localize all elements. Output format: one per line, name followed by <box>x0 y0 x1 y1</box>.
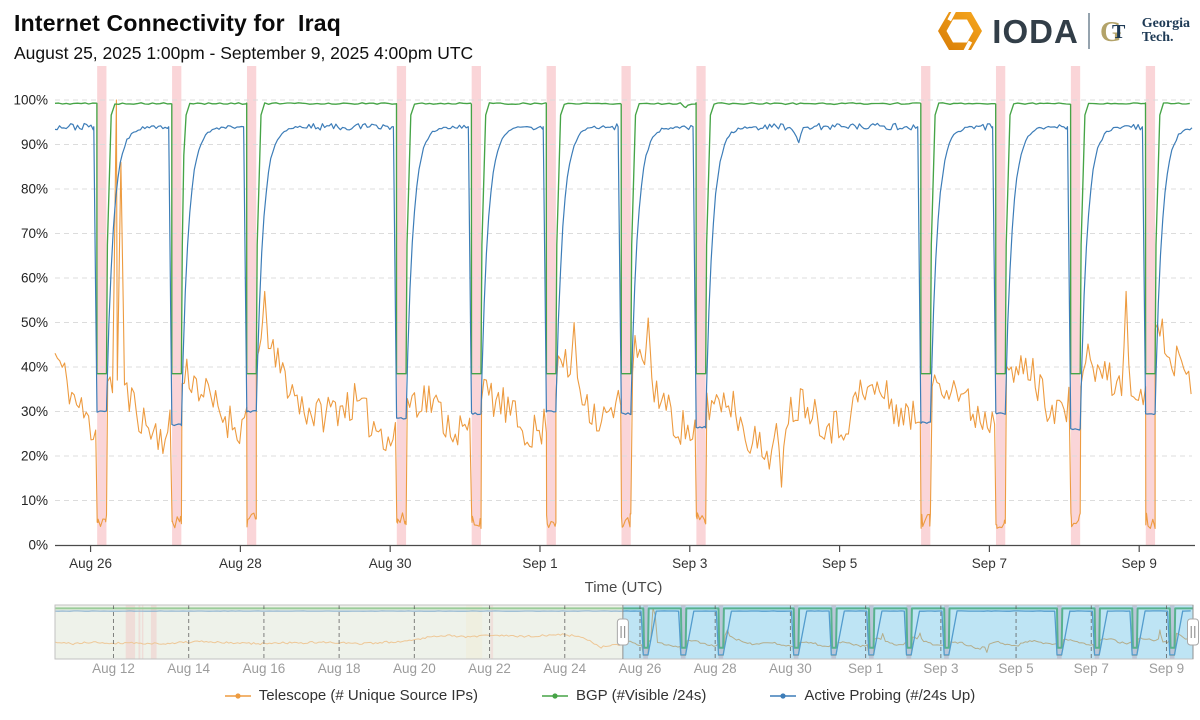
gt-logo-text: Georgia Tech. <box>1141 15 1190 45</box>
y-tick-label: 20% <box>21 449 48 464</box>
x-tick-label: Aug 28 <box>219 556 262 571</box>
nav-bgp-line <box>55 607 1193 649</box>
y-tick-label: 90% <box>21 137 48 152</box>
x-axis-title: Time (UTC) <box>585 579 663 596</box>
nav-tick-label: Aug 20 <box>393 661 436 676</box>
y-axis-labels: 0% 10% 20% 30% 40% 50% 60% 70% 80% 90% 100% <box>13 93 48 553</box>
outage-band <box>546 66 556 545</box>
chart-legend: Telescope (# Unique Source IPs) BGP (#Vis… <box>0 687 1200 704</box>
outage-band <box>1070 66 1081 545</box>
logo-group: IODA G T Georgia Tech. <box>937 8 1190 54</box>
nav-outage-band <box>831 605 836 659</box>
outage-band <box>396 66 407 545</box>
nav-outage-band <box>868 605 874 659</box>
georgia-tech-logo: G T Georgia Tech. <box>1099 16 1190 46</box>
legend-item-telescope[interactable]: Telescope (# Unique Source IPs) <box>224 687 478 704</box>
y-tick-label: 100% <box>13 93 48 108</box>
nav-tick-label: Aug 18 <box>318 661 361 676</box>
legend-label: Active Probing (#/24s Up) <box>804 687 976 704</box>
nav-tick-label: Aug 30 <box>769 661 812 676</box>
outage-band <box>621 66 631 545</box>
nav-outage-band <box>1094 605 1100 659</box>
y-tick-label: 80% <box>21 182 48 197</box>
nav-outage-band <box>1056 605 1062 659</box>
x-axis: Aug 26 Aug 28 Aug 30 Sep 1 Sep 3 Sep 5 Sep 7 Se… <box>55 544 1195 596</box>
nav-tick-label: Aug 12 <box>92 661 135 676</box>
x-tick-label: Sep 1 <box>522 556 557 571</box>
legend-marker-icon <box>542 692 568 699</box>
legend-marker-icon <box>770 692 797 699</box>
logo-divider <box>1087 13 1090 49</box>
navigator-selection[interactable] <box>622 605 1193 659</box>
nav-tick-label: Sep 3 <box>923 661 958 676</box>
nav-outage-band <box>906 605 912 659</box>
gt-mark-t: T <box>1112 21 1126 43</box>
x-tick-label: Sep 7 <box>972 556 1007 571</box>
outage-band <box>97 66 107 545</box>
nav-outage-band <box>1169 605 1175 659</box>
date-range-subtitle: August 25, 2025 1:00pm - September 9, 20… <box>14 43 474 63</box>
y-tick-label: 10% <box>21 493 48 508</box>
outage-band <box>921 66 931 545</box>
nav-outage-band <box>944 605 949 659</box>
gt-mark-g: G <box>1100 17 1122 46</box>
nav-tick-label: Sep 5 <box>998 661 1033 676</box>
ioda-logo-text: IODA <box>992 12 1079 50</box>
x-tick-label: Sep 3 <box>672 556 707 571</box>
outage-band <box>1145 66 1156 545</box>
y-tick-label: 50% <box>21 315 48 330</box>
x-tick-label: Sep 9 <box>1122 556 1157 571</box>
nav-tick-label: Aug 26 <box>619 661 662 676</box>
legend-marker-icon <box>224 692 251 699</box>
nav-tick-label: Sep 7 <box>1074 661 1109 676</box>
y-tick-label: 70% <box>21 226 48 241</box>
chart-header: Internet Connectivity for Iraq August 25… <box>14 10 473 64</box>
active-probing-line <box>54 122 1193 431</box>
nav-tick-label: Aug 28 <box>694 661 737 676</box>
outage-band <box>246 66 257 545</box>
navigator-right-handle[interactable] <box>1187 618 1199 646</box>
x-tick-label: Sep 5 <box>822 556 857 571</box>
nav-outage-band <box>793 605 799 659</box>
x-tick-label: Aug 30 <box>369 556 412 571</box>
nav-tick-label: Aug 14 <box>167 661 210 676</box>
legend-item-bgp[interactable]: BGP (#Visible /24s) <box>542 687 706 704</box>
outage-bands <box>97 66 1156 545</box>
bgp-line <box>54 102 1190 375</box>
nav-outage-band <box>718 605 724 659</box>
y-tick-label: 40% <box>21 360 48 375</box>
nav-tick-label: Aug 24 <box>543 661 586 676</box>
x-tick-label: Aug 26 <box>69 556 112 571</box>
legend-label: Telescope (# Unique Source IPs) <box>258 687 478 704</box>
y-tick-label: 0% <box>28 538 48 553</box>
nav-tick-label: Aug 22 <box>468 661 511 676</box>
page-title: Internet Connectivity for Iraq <box>14 10 341 36</box>
nav-outage-band <box>643 605 648 659</box>
nav-outage-band <box>1132 605 1137 659</box>
legend-label: BGP (#Visible /24s) <box>576 687 707 704</box>
outage-band <box>995 66 1006 545</box>
gt-mark-icon: G T <box>1100 17 1126 46</box>
nav-tick-label: Aug 16 <box>243 661 286 676</box>
outage-band <box>172 66 182 545</box>
navigator[interactable]: Aug 12 Aug 14 Aug 16 Aug 18 Aug 20 Aug 22 Aug … <box>54 604 1199 676</box>
nav-tick-label: Sep 9 <box>1149 661 1184 676</box>
nav-tick-label: Sep 1 <box>848 661 883 676</box>
outage-band <box>696 66 706 545</box>
legend-item-active-probing[interactable]: Active Probing (#/24s Up) <box>770 687 975 704</box>
ioda-logo-icon <box>938 9 983 53</box>
nav-outage-band <box>680 605 686 659</box>
y-tick-label: 30% <box>21 404 48 419</box>
navigator-left-handle[interactable] <box>616 618 629 646</box>
outage-band <box>471 66 481 545</box>
y-tick-label: 60% <box>21 271 48 286</box>
